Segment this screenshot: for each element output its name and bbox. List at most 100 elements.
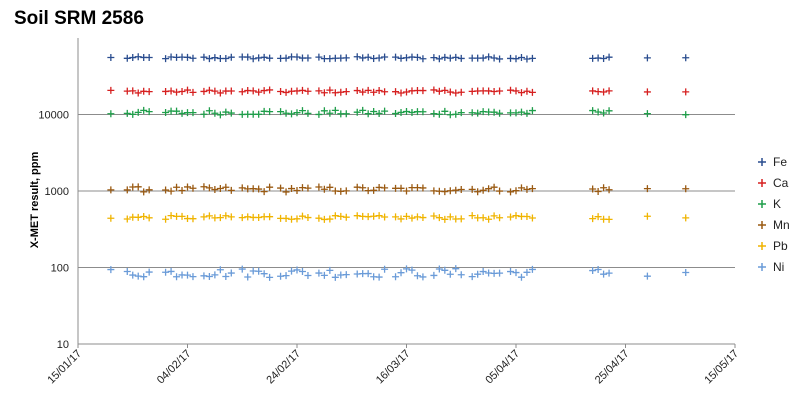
data-point: K 2017-02-25: 11241 (298, 107, 306, 115)
data-point: K 2017-03-01: 11181 (320, 107, 328, 115)
data-point: K 2017-04-01: 10713 (490, 108, 498, 116)
data-point: Fe 2017-04-29: 54922 (643, 54, 651, 62)
data-point: Ca 2017-02-03: 19978 (178, 88, 186, 96)
data-point: Fe 2017-03-08: 54877 (359, 54, 367, 62)
data-point: K 2017-03-17: 10638 (408, 108, 416, 116)
data-point: Pb 2017-02-17: 450 (255, 214, 263, 222)
series-fe: Fe 2017-01-21: 55593 Fe 2017-01-24: 54263… (107, 53, 690, 63)
data-point: Pb 2017-02-05: 435 (189, 215, 197, 223)
data-point: Ca 2017-02-12: 20276 (227, 87, 235, 95)
data-point: K 2017-02-07: 10080 (200, 110, 208, 118)
data-point: Ni 2017-03-01: 79 (320, 271, 328, 279)
data-point: Ca 2017-04-04: 20785 (507, 86, 515, 94)
data-point: Ca 2017-01-28: 19906 (145, 88, 153, 96)
x-tick-label: 25/04/17 (593, 348, 632, 387)
data-point: Ni 2017-03-18: 78 (413, 272, 421, 280)
data-point: Mn 2017-03-25: 1024 (452, 186, 460, 194)
data-point: K 2017-02-10: 9903 (216, 111, 224, 119)
data-point: Ni 2017-04-07: 86 (523, 268, 531, 276)
data-point: Ca 2017-03-05: 19914 (342, 88, 350, 96)
data-point: Ni 2017-03-14: 76 (392, 273, 400, 281)
data-point: Fe 2017-02-04: 55917 (184, 53, 191, 61)
data-point: Mn 2017-03-28: 1049 (468, 185, 476, 193)
data-point: Fe 2017-02-12: 56103 (227, 53, 235, 61)
data-point: Pb 2017-03-28: 476 (468, 212, 476, 220)
data-point: Fe 2017-02-18: 55886 (260, 53, 268, 61)
series-pb: Pb 2017-01-21: 441Pb 2017-01-24: 431Pb 2… (107, 212, 690, 223)
data-point: K 2017-01-26: 10663 (134, 108, 142, 116)
data-point: Pb 2017-02-25: 469 (298, 212, 306, 220)
legend: Fe Ca K Mn Pb Ni (758, 155, 790, 274)
legend-label: Ni (773, 260, 784, 274)
data-point: Ni 2017-04-04: 89 (507, 268, 515, 276)
data-point: Pb 2017-02-19: 461 (266, 213, 274, 221)
data-point: K 2017-01-28: 10898 (145, 108, 153, 116)
data-point: Mn 2017-02-14: 1099 (238, 184, 246, 192)
data-point: Fe 2017-03-21: 55340 (430, 54, 438, 62)
data-point: Ca 2017-03-14: 19872 (392, 88, 400, 96)
data-point: Mn 2017-03-16: 1000 (403, 187, 410, 195)
data-point: Mn 2017-03-31: 1071 (485, 185, 493, 193)
grid (78, 114, 735, 345)
y-tick-label: 1000 (45, 186, 69, 198)
data-point: Pb 2017-04-08: 444 (528, 214, 536, 222)
data-point: Pb 2017-02-12: 459 (227, 213, 235, 221)
series-ca: Ca 2017-01-21: 20652Ca 2017-01-24: 20210… (107, 86, 690, 97)
data-point: Mn 2017-02-23: 1077 (288, 185, 296, 193)
data-point: Fe 2017-03-30: 54690 (479, 54, 487, 62)
data-point: Pb 2017-03-22: 448 (435, 214, 443, 222)
data-point: Pb 2017-02-22: 438 (282, 214, 290, 222)
y-axis-title: X-MET result, ppm (29, 152, 41, 249)
data-point: Ni 2017-03-24: 82 (446, 270, 454, 278)
data-point: K 2017-02-11: 10760 (222, 108, 230, 116)
data-point: Ni 2017-04-08: 94 (528, 265, 536, 273)
data-point: Mn 2017-02-17: 1060 (255, 185, 263, 193)
series-ni: Ni 2017-01-21: 94Ni 2017-01-24: 89Ni 201… (107, 265, 690, 281)
legend-item-k: K (758, 197, 781, 211)
data-point: Mn 2017-04-04: 975 (507, 188, 515, 196)
data-point: Fe 2017-04-06: 55638 (517, 53, 525, 61)
data-point: Fe 2017-02-09: 55304 (211, 54, 219, 62)
data-point: Mn 2017-03-10: 1020 (370, 186, 378, 194)
data-point: K 2017-04-19: 11251 (589, 107, 597, 115)
data-point: Pb 2017-03-11: 476 (375, 212, 383, 220)
legend-marker (758, 179, 766, 187)
data-point: Ni 2017-02-11: 76 (222, 273, 230, 281)
data-point: Fe 2017-02-26: 54730 (304, 54, 312, 62)
data-point: Mn 2017-02-10: 1079 (216, 184, 224, 192)
data-point: K 2017-03-15: 10636 (397, 108, 405, 116)
data-point: Fe 2017-03-14: 56225 (392, 53, 400, 61)
data-point: Fe 2017-02-22: 54502 (282, 54, 290, 62)
data-point: Fe 2017-03-31: 56713 (485, 53, 493, 61)
data-point: Ca 2017-04-29: 19736 (643, 88, 651, 96)
data-point: Ni 2017-03-03: 74 (331, 273, 339, 281)
data-point: Ca 2017-03-09: 20676 (364, 86, 372, 94)
data-point: K 2017-03-10: 10945 (370, 107, 378, 115)
data-point: Ca 2017-02-17: 19604 (255, 88, 263, 96)
data-point: K 2017-02-28: 10024 (315, 110, 323, 118)
data-point: Mn 2017-04-05: 1009 (512, 187, 520, 195)
data-point: Ni 2017-03-25: 97 (452, 265, 460, 273)
data-point: Fe 2017-01-31: 53770 (162, 55, 170, 63)
data-point: Mn 2017-01-31: 1030 (162, 186, 170, 194)
data-point: Pb 2017-02-24: 433 (293, 215, 301, 223)
data-point: Ni 2017-03-12: 95 (381, 265, 389, 273)
data-point: Pb 2017-02-26: 450 (304, 214, 312, 222)
data-point: K 2017-04-06: 10733 (517, 108, 525, 116)
data-point: Mn 2017-02-19: 1122 (266, 183, 274, 191)
legend-item-ca: Ca (758, 176, 789, 190)
data-point: Fe 2017-02-16: 53543 (249, 55, 257, 63)
data-point: Fe 2017-01-24: 54263 (123, 54, 131, 62)
data-point: Ca 2017-03-24: 19648 (446, 88, 454, 96)
data-point: Mn 2017-04-01: 1121 (490, 183, 498, 191)
data-point: Pb 2017-02-07: 459 (200, 213, 208, 221)
data-point: Pb 2017-03-18: 459 (413, 213, 421, 221)
data-point: Fe 2017-03-25: 55764 (452, 53, 460, 61)
data-point: K 2017-04-08: 11253 (528, 107, 536, 115)
data-point: K 2017-03-03: 11332 (331, 106, 339, 114)
x-tick-label: 05/04/17 (483, 348, 522, 387)
data-point: Fe 2017-04-21: 53939 (600, 55, 608, 63)
data-point: Pb 2017-01-27: 465 (140, 212, 148, 220)
data-point: Ca 2017-01-26: 19136 (134, 89, 142, 97)
